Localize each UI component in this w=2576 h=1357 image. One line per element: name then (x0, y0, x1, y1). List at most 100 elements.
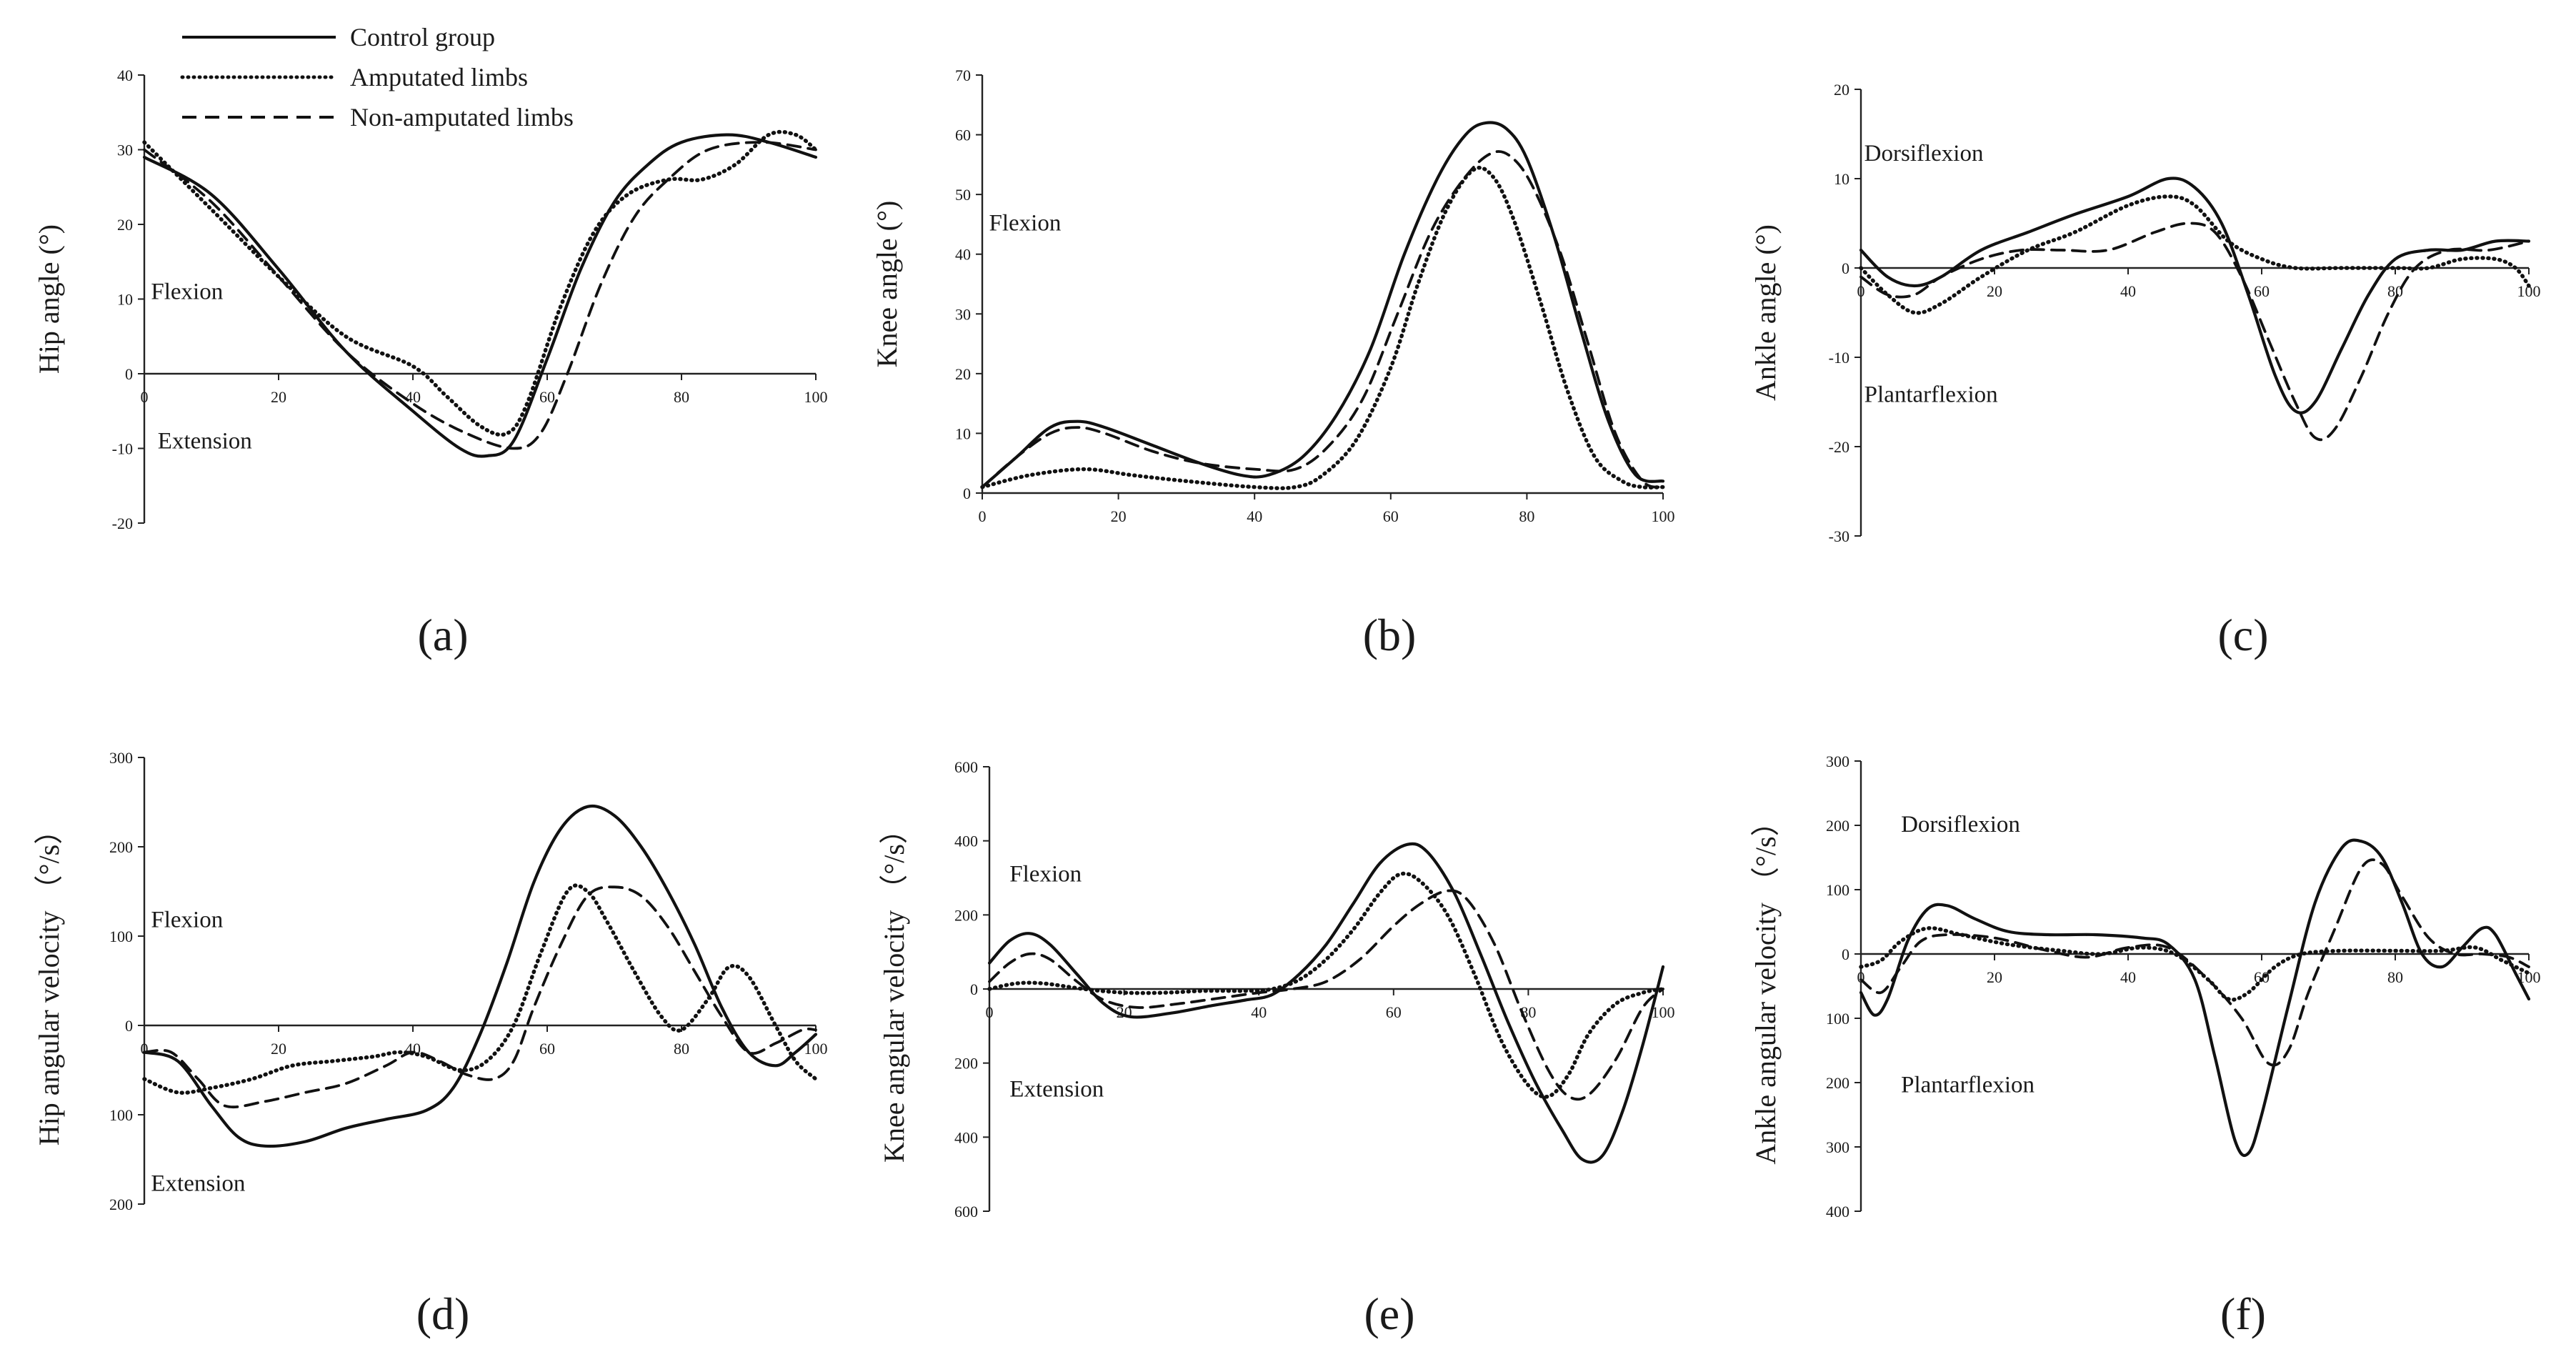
series-line-f-dashed (1859, 858, 2530, 1067)
y-tick-label-b-4: 40 (955, 246, 971, 264)
y-axis-label-e: Knee angular velocity （°/s） (878, 815, 910, 1163)
y-tick-label-e-0: 600 (954, 1203, 978, 1221)
x-tick-label-a-4: 80 (674, 388, 689, 406)
x-tick-label-b-1: 20 (1111, 507, 1127, 525)
caption-f: (f) (2220, 1288, 2266, 1339)
series-line-e-dotted (987, 871, 1665, 1099)
y-tick-label-d-4: 200 (109, 838, 133, 856)
x-tick-label-c-2: 40 (2120, 282, 2136, 300)
annotation-e-1: Extension (1009, 1076, 1104, 1102)
series-line-a-dotted (142, 129, 818, 437)
y-tick-label-b-7: 70 (955, 66, 971, 84)
caption-a: (a) (417, 610, 468, 660)
y-tick-label-f-6: 200 (1826, 817, 1849, 835)
annotation-e-0: Flexion (1009, 862, 1082, 888)
y-tick-label-b-2: 20 (955, 365, 971, 383)
annotation-b-0: Flexion (989, 210, 1062, 236)
y-tick-label-e-3: 0 (970, 980, 978, 998)
y-tick-label-f-4: 0 (1842, 945, 1849, 963)
x-tick-label-c-0: 0 (1857, 282, 1865, 300)
y-tick-label-e-1: 400 (954, 1128, 978, 1146)
x-tick-label-c-1: 20 (1987, 282, 2002, 300)
y-axis-label-c: Ankle angle (°) (1749, 224, 1782, 401)
x-tick-label-b-3: 60 (1383, 507, 1399, 525)
legend-label-amputated-limbs: Amputated limbs (350, 63, 528, 91)
y-tick-label-b-6: 60 (955, 126, 971, 144)
series-line-b-dotted (980, 166, 1665, 490)
y-tick-label-f-7: 300 (1826, 752, 1849, 770)
annotation-c-1: Plantarflexion (1864, 382, 1998, 408)
y-tick-label-f-0: 400 (1826, 1203, 1849, 1221)
x-tick-label-f-2: 40 (2120, 968, 2136, 986)
y-tick-label-a-6: 40 (117, 66, 133, 84)
y-tick-label-e-6: 600 (954, 758, 978, 776)
y-tick-label-e-4: 200 (954, 906, 978, 924)
y-tick-label-b-5: 50 (955, 186, 971, 204)
x-tick-label-e-3: 60 (1386, 1003, 1402, 1021)
caption-d: (d) (416, 1288, 470, 1339)
y-axis-label-a: Hip angle (°) (33, 224, 65, 374)
series-line-c-solid (1859, 177, 2531, 414)
y-tick-label-a-2: 0 (125, 365, 133, 383)
y-tick-label-a-5: 30 (117, 141, 133, 159)
series-line-b-solid (980, 121, 1665, 489)
y-tick-label-c-4: 10 (1834, 170, 1849, 188)
y-tick-label-e-5: 400 (954, 832, 978, 850)
x-tick-label-c-3: 60 (2254, 282, 2270, 300)
y-tick-label-b-1: 10 (955, 424, 971, 442)
series-line-e-dashed (988, 889, 1664, 1101)
x-tick-label-c-4: 80 (2387, 282, 2403, 300)
y-tick-label-b-0: 0 (963, 484, 971, 502)
x-tick-label-a-1: 20 (271, 388, 286, 406)
legend-label-control-group: Control group (350, 23, 495, 51)
y-tick-label-e-2: 200 (954, 1055, 978, 1073)
y-tick-label-a-3: 10 (117, 291, 133, 309)
series-line-a-dashed (143, 141, 817, 450)
y-tick-label-c-1: -20 (1829, 438, 1849, 456)
series-line-d-dashed (143, 885, 817, 1109)
legend: Control group Amputated limbs Non-amputa… (180, 23, 574, 131)
series-line-c-dashed (1859, 222, 2530, 442)
y-tick-label-c-2: -10 (1829, 349, 1849, 367)
y-axis-label-f: Ankle angular velocity （°/s） (1749, 807, 1782, 1164)
x-tick-label-a-5: 100 (804, 388, 828, 406)
series-line-d-dotted (142, 883, 818, 1095)
y-tick-label-c-0: -30 (1829, 527, 1849, 545)
series-line-e-solid (987, 842, 1665, 1164)
y-tick-label-d-3: 100 (109, 928, 133, 945)
annotation-f-1: Plantarflexion (1901, 1073, 2035, 1098)
series-line-d-solid (142, 804, 818, 1148)
series-line-b-dashed (981, 150, 1664, 489)
y-axis-label-d: Hip angular velocity （°/s） (33, 816, 65, 1145)
y-tick-label-f-2: 200 (1826, 1074, 1849, 1092)
x-tick-label-d-0: 0 (141, 1040, 149, 1058)
series-line-a-solid (142, 133, 818, 458)
y-tick-label-c-3: 0 (1842, 259, 1849, 277)
y-tick-label-a-1: -10 (112, 440, 133, 458)
caption-e: (e) (1364, 1288, 1414, 1339)
y-tick-label-a-0: -20 (112, 515, 133, 532)
x-tick-label-b-5: 100 (1652, 507, 1675, 525)
x-tick-label-d-4: 80 (674, 1040, 689, 1058)
x-tick-label-f-3: 60 (2254, 968, 2270, 986)
y-tick-label-f-1: 300 (1826, 1138, 1849, 1156)
y-tick-label-f-3: 100 (1826, 1010, 1849, 1028)
series-line-f-solid (1859, 838, 2531, 1157)
x-tick-label-f-4: 80 (2387, 968, 2403, 986)
x-tick-label-d-3: 60 (539, 1040, 555, 1058)
x-tick-label-e-5: 100 (1652, 1003, 1675, 1021)
x-tick-label-f-0: 0 (1857, 968, 1865, 986)
y-tick-label-d-5: 300 (109, 749, 133, 767)
x-tick-label-b-0: 0 (979, 507, 987, 525)
y-axis-label-b: Knee angle (°) (871, 201, 903, 368)
y-tick-label-f-5: 100 (1826, 881, 1849, 899)
annotation-d-0: Flexion (151, 908, 223, 933)
x-tick-label-e-2: 40 (1251, 1003, 1267, 1021)
y-tick-label-c-5: 20 (1834, 81, 1849, 99)
x-tick-label-b-4: 80 (1519, 507, 1534, 525)
x-tick-label-a-0: 0 (141, 388, 149, 406)
